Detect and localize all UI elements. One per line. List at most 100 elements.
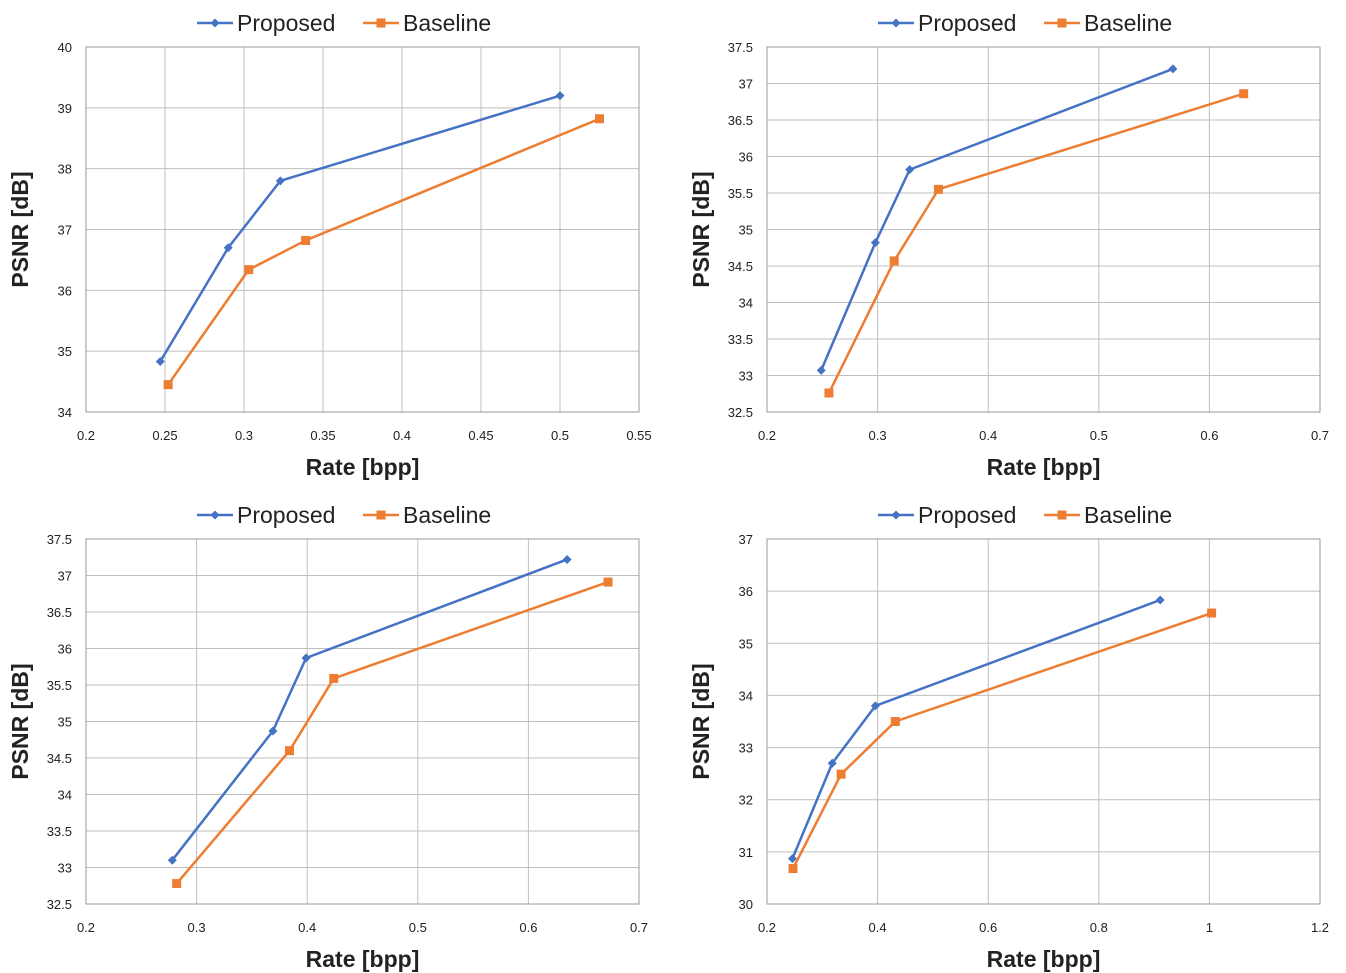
- legend-diamond-icon: [891, 510, 901, 520]
- data-point-proposed-1: [827, 758, 837, 768]
- x-tick-label: 0.55: [626, 428, 651, 443]
- legend-square-icon: [376, 18, 386, 28]
- x-tick-label: 0.4: [298, 920, 316, 935]
- y-tick-label: 36: [739, 150, 753, 165]
- data-point-baseline-3: [603, 577, 613, 587]
- legend-marker-proposed: [210, 18, 220, 28]
- y-tick-label: 35: [58, 344, 72, 359]
- data-point-proposed-1: [870, 238, 880, 248]
- series-line-proposed: [171, 558, 568, 861]
- y-tick-label: 37: [739, 77, 753, 92]
- y-tick-label: 36: [58, 642, 72, 657]
- legend-marker-proposed: [891, 510, 901, 520]
- y-tick-label: 34.5: [728, 259, 753, 274]
- y-tick-label: 33: [739, 741, 753, 756]
- data-point-baseline-1: [285, 746, 295, 756]
- plot-frame: [766, 538, 1321, 905]
- data-point-proposed-1: [268, 726, 278, 736]
- y-tick-label: 31: [739, 845, 753, 860]
- data-point-baseline-2: [301, 235, 311, 245]
- legend-diamond-icon: [891, 18, 901, 28]
- legend: Proposed Baseline: [878, 10, 1172, 36]
- y-axis-title: PSNR [dB]: [7, 171, 33, 287]
- legend-diamond-icon: [210, 510, 220, 520]
- series-line-proposed: [820, 67, 1174, 371]
- chart-panel-4: 30 31 32 33 34 35 36 37 0.2 0.4 0.6 0.8 1 1.2 Rate [bp…: [688, 502, 1329, 972]
- data-point-proposed-0: [816, 365, 826, 375]
- x-tick-label: 0.2: [758, 920, 776, 935]
- y-tick-label: 30: [739, 897, 753, 912]
- y-tick-label: 32.5: [728, 405, 753, 420]
- data-point-proposed-2: [905, 165, 915, 175]
- data-point-proposed-1: [223, 243, 233, 253]
- legend-square-icon: [376, 510, 386, 520]
- x-tick-label: 0.35: [310, 428, 335, 443]
- y-tick-label: 33.5: [728, 332, 753, 347]
- y-tick-label: 35: [739, 636, 753, 651]
- legend-label-baseline: Baseline: [403, 10, 491, 36]
- x-tick-label: 0.5: [551, 428, 569, 443]
- legend-label-proposed: Proposed: [918, 10, 1016, 36]
- series-line-proposed: [791, 598, 1161, 860]
- x-tick-label: 0.25: [152, 428, 177, 443]
- x-tick-label: 1: [1206, 920, 1213, 935]
- data-point-proposed-3: [562, 554, 572, 564]
- legend: Proposed Baseline: [197, 502, 491, 528]
- data-point-baseline-2: [890, 717, 900, 726]
- plot-frame: [85, 46, 640, 413]
- y-tick-label: 34.5: [47, 751, 72, 766]
- y-tick-label: 37: [58, 569, 72, 584]
- x-tick-label: 0.2: [758, 428, 776, 443]
- x-tick-label: 0.4: [393, 428, 411, 443]
- x-tick-label: 0.7: [630, 920, 648, 935]
- y-tick-label: 37.5: [47, 532, 72, 547]
- y-tick-label: 34: [739, 688, 753, 703]
- legend-marker-baseline: [1057, 510, 1067, 520]
- legend-marker-baseline: [1057, 18, 1067, 28]
- y-axis-title: PSNR [dB]: [7, 663, 33, 779]
- y-tick-label: 33: [739, 369, 753, 384]
- x-axis-title: Rate [bpp]: [987, 454, 1101, 480]
- y-tick-label: 37: [739, 532, 753, 547]
- data-point-proposed-3: [555, 91, 565, 101]
- x-axis-title: Rate [bpp]: [987, 946, 1101, 972]
- x-axis-title: Rate [bpp]: [306, 946, 420, 972]
- y-tick-label: 36: [58, 283, 72, 298]
- data-point-proposed-0: [787, 854, 797, 864]
- series-line-baseline: [175, 580, 609, 885]
- x-tick-label: 0.4: [979, 428, 997, 443]
- x-tick-label: 1.2: [1311, 920, 1329, 935]
- legend-square-icon: [1057, 510, 1067, 520]
- x-tick-label: 0.2: [77, 428, 95, 443]
- y-tick-label: 35.5: [728, 186, 753, 201]
- legend-marker-proposed: [891, 18, 901, 28]
- data-point-proposed-3: [1168, 64, 1178, 74]
- y-tick-label: 33.5: [47, 824, 72, 839]
- legend-label-proposed: Proposed: [918, 502, 1016, 528]
- x-tick-label: 0.2: [77, 920, 95, 935]
- y-tick-label: 36.5: [47, 605, 72, 620]
- legend-label-baseline: Baseline: [1084, 502, 1172, 528]
- y-tick-label: 40: [58, 40, 72, 55]
- data-point-baseline-3: [1207, 608, 1217, 618]
- data-point-baseline-3: [595, 114, 604, 124]
- chart-panel-1: 34 35 36 37 38 39 40 0.2 0.25 0.3 0.35 0.4 0.45 0.5 0.…: [7, 10, 652, 480]
- y-tick-label: 37.5: [728, 40, 753, 55]
- chart-panel-3: 32.5 33 33.5 34 34.5 35 35.5 36 36.5 37 37.5 0.2 0.3…: [7, 502, 648, 972]
- x-tick-label: 0.3: [869, 428, 887, 443]
- x-tick-label: 0.8: [1090, 920, 1108, 935]
- x-tick-label: 0.6: [519, 920, 537, 935]
- legend-diamond-icon: [210, 18, 220, 28]
- y-tick-label: 35: [58, 715, 72, 730]
- series-line-baseline: [791, 611, 1213, 870]
- x-tick-label: 0.45: [468, 428, 493, 443]
- data-point-proposed-0: [155, 357, 165, 367]
- chart-panel-2: 32.5 33 33.5 34 34.5 35 35.5 36 36.5 37 37.5 0.2 0.3…: [688, 10, 1329, 480]
- data-point-baseline-1: [836, 769, 846, 779]
- x-tick-label: 0.5: [1090, 428, 1108, 443]
- y-tick-label: 35: [739, 223, 753, 238]
- data-point-proposed-2: [301, 653, 311, 663]
- x-tick-label: 0.5: [409, 920, 427, 935]
- y-tick-label: 34: [58, 788, 72, 803]
- plot-frame: [766, 46, 1321, 413]
